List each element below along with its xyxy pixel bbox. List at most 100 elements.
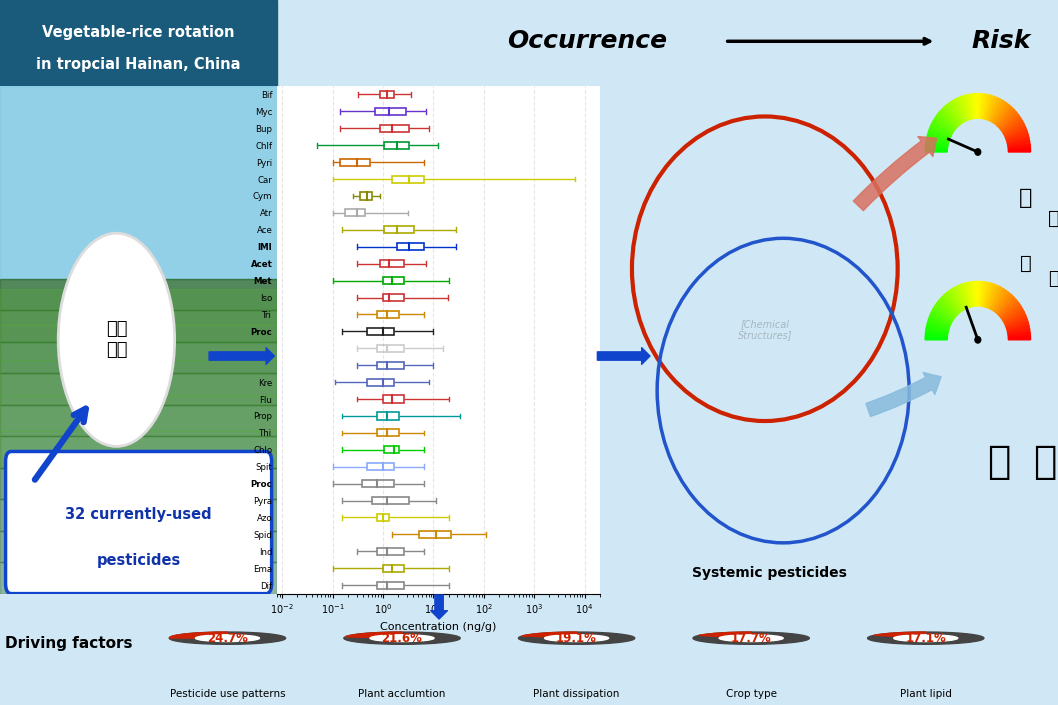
Bar xyxy=(0,405,277,436)
Wedge shape xyxy=(929,127,950,140)
Bar xyxy=(367,463,394,470)
FancyArrowPatch shape xyxy=(865,372,941,417)
Wedge shape xyxy=(940,109,956,129)
Wedge shape xyxy=(999,109,1017,129)
Wedge shape xyxy=(974,94,978,118)
Wedge shape xyxy=(984,94,991,119)
Bar xyxy=(367,328,394,335)
Text: 🐞: 🐞 xyxy=(1048,270,1058,288)
Wedge shape xyxy=(1008,141,1030,148)
Wedge shape xyxy=(935,115,954,132)
Wedge shape xyxy=(926,137,948,146)
Wedge shape xyxy=(965,283,972,307)
Bar xyxy=(367,379,394,386)
Text: Vegetable-rice rotation: Vegetable-rice rotation xyxy=(42,25,235,40)
Circle shape xyxy=(974,149,981,155)
Bar xyxy=(384,446,399,453)
Wedge shape xyxy=(998,107,1014,128)
Wedge shape xyxy=(1007,325,1029,333)
Bar xyxy=(377,311,399,318)
Wedge shape xyxy=(925,336,947,340)
Text: Driving factors: Driving factors xyxy=(5,636,132,651)
Bar xyxy=(393,176,424,183)
Wedge shape xyxy=(1004,121,1024,135)
Wedge shape xyxy=(518,632,635,644)
Wedge shape xyxy=(868,632,984,644)
Text: 24.7%: 24.7% xyxy=(207,632,248,644)
FancyBboxPatch shape xyxy=(5,451,272,594)
Circle shape xyxy=(196,634,259,642)
Bar xyxy=(0,436,277,467)
Wedge shape xyxy=(996,293,1011,314)
Wedge shape xyxy=(989,286,1000,309)
Wedge shape xyxy=(962,95,970,120)
Wedge shape xyxy=(978,94,981,118)
Text: Plant dissipation: Plant dissipation xyxy=(533,689,620,699)
Bar xyxy=(362,480,394,487)
Bar xyxy=(0,562,277,594)
Wedge shape xyxy=(959,284,968,308)
Wedge shape xyxy=(929,315,950,327)
Bar xyxy=(0,374,277,405)
Bar xyxy=(377,345,404,352)
Wedge shape xyxy=(169,632,286,644)
Text: 🧑: 🧑 xyxy=(987,443,1010,481)
Bar xyxy=(381,125,409,132)
Text: 🥦🍅
🥕🌽: 🥦🍅 🥕🌽 xyxy=(106,320,127,360)
Text: pesticides: pesticides xyxy=(96,553,181,568)
Bar xyxy=(383,277,404,284)
Wedge shape xyxy=(962,283,970,307)
Text: 21.6%: 21.6% xyxy=(382,632,422,644)
Wedge shape xyxy=(952,99,965,123)
Wedge shape xyxy=(992,101,1006,123)
Wedge shape xyxy=(982,94,988,118)
Bar xyxy=(377,514,389,521)
Wedge shape xyxy=(1003,118,1022,134)
Wedge shape xyxy=(985,95,995,120)
Bar xyxy=(377,548,404,555)
Circle shape xyxy=(719,634,783,642)
Wedge shape xyxy=(927,134,949,144)
Wedge shape xyxy=(1008,333,1030,338)
Text: Occurrence: Occurrence xyxy=(507,30,668,54)
Wedge shape xyxy=(1008,148,1030,152)
Bar xyxy=(0,396,277,431)
Circle shape xyxy=(894,634,957,642)
Wedge shape xyxy=(1007,134,1028,144)
Bar xyxy=(0,289,277,324)
Wedge shape xyxy=(523,632,577,637)
Wedge shape xyxy=(932,309,952,324)
Bar xyxy=(384,226,415,233)
Wedge shape xyxy=(982,282,988,307)
Wedge shape xyxy=(926,325,948,333)
Bar xyxy=(397,243,424,250)
Bar xyxy=(377,362,404,369)
Wedge shape xyxy=(1007,137,1029,146)
Wedge shape xyxy=(693,632,809,644)
Wedge shape xyxy=(952,287,965,310)
Wedge shape xyxy=(944,293,960,314)
Wedge shape xyxy=(344,632,460,644)
Text: 🐝: 🐝 xyxy=(1019,188,1033,208)
Wedge shape xyxy=(932,121,952,135)
Wedge shape xyxy=(930,312,951,326)
Text: 32 currently-used: 32 currently-used xyxy=(66,508,212,522)
Wedge shape xyxy=(978,281,981,306)
Bar xyxy=(0,279,277,310)
Bar xyxy=(0,86,277,279)
Wedge shape xyxy=(1005,312,1025,326)
Wedge shape xyxy=(955,286,967,309)
Bar xyxy=(0,467,277,499)
Circle shape xyxy=(370,634,434,642)
Wedge shape xyxy=(947,290,962,312)
Wedge shape xyxy=(933,305,953,321)
Wedge shape xyxy=(169,632,227,638)
Bar xyxy=(377,429,399,436)
Wedge shape xyxy=(926,141,948,148)
Wedge shape xyxy=(940,298,956,317)
Wedge shape xyxy=(937,300,955,318)
Wedge shape xyxy=(974,281,978,306)
Bar xyxy=(381,91,394,98)
Wedge shape xyxy=(926,333,948,338)
Bar xyxy=(0,431,277,467)
